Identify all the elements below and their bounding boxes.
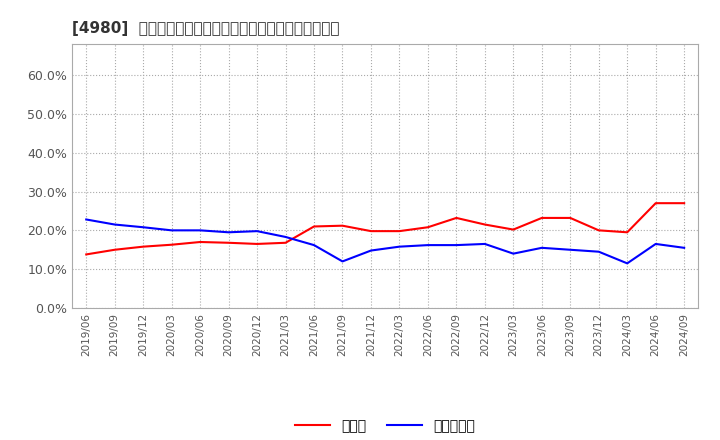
- 現預金: [282, 240, 290, 246]
- 有利子負債: [509, 251, 518, 256]
- Text: [4980]  現預金、有利子負債の総資産に対する比率の推移: [4980] 現預金、有利子負債の総資産に対する比率の推移: [72, 21, 340, 36]
- 有利子負債: [139, 224, 148, 230]
- 現預金: [196, 239, 204, 245]
- 有利子負債: [537, 245, 546, 250]
- 有利子負債: [225, 230, 233, 235]
- 現預金: [253, 241, 261, 246]
- 現預金: [366, 228, 375, 234]
- Legend: 現預金, 有利子負債: 現預金, 有利子負債: [290, 413, 480, 438]
- 現預金: [395, 228, 404, 234]
- 有利子負債: [480, 241, 489, 246]
- 現預金: [623, 230, 631, 235]
- 有利子負債: [423, 242, 432, 248]
- 有利子負債: [395, 244, 404, 249]
- 現預金: [338, 223, 347, 228]
- 有利子負債: [680, 245, 688, 250]
- 有利子負債: [196, 228, 204, 233]
- 現預金: [82, 252, 91, 257]
- 有利子負債: [452, 242, 461, 248]
- 現預金: [310, 224, 318, 229]
- 現預金: [652, 201, 660, 206]
- 有利子負債: [310, 242, 318, 248]
- 有利子負債: [82, 217, 91, 222]
- Line: 有利子負債: 有利子負債: [86, 220, 684, 264]
- 有利子負債: [253, 228, 261, 234]
- 有利子負債: [623, 261, 631, 266]
- 現預金: [680, 201, 688, 206]
- 現預金: [480, 222, 489, 227]
- 有利子負債: [167, 228, 176, 233]
- 有利子負債: [282, 235, 290, 240]
- 現預金: [537, 215, 546, 220]
- 有利子負債: [110, 222, 119, 227]
- 有利子負債: [566, 247, 575, 253]
- 有利子負債: [338, 259, 347, 264]
- 現預金: [225, 240, 233, 246]
- 現預金: [452, 215, 461, 220]
- 現預金: [167, 242, 176, 247]
- 有利子負債: [595, 249, 603, 254]
- 現預金: [139, 244, 148, 249]
- 現預金: [110, 247, 119, 253]
- 有利子負債: [366, 248, 375, 253]
- 有利子負債: [652, 241, 660, 246]
- Line: 現預金: 現預金: [86, 203, 684, 254]
- 現預金: [423, 224, 432, 230]
- 現預金: [566, 215, 575, 220]
- 現預金: [595, 228, 603, 233]
- 現預金: [509, 227, 518, 232]
